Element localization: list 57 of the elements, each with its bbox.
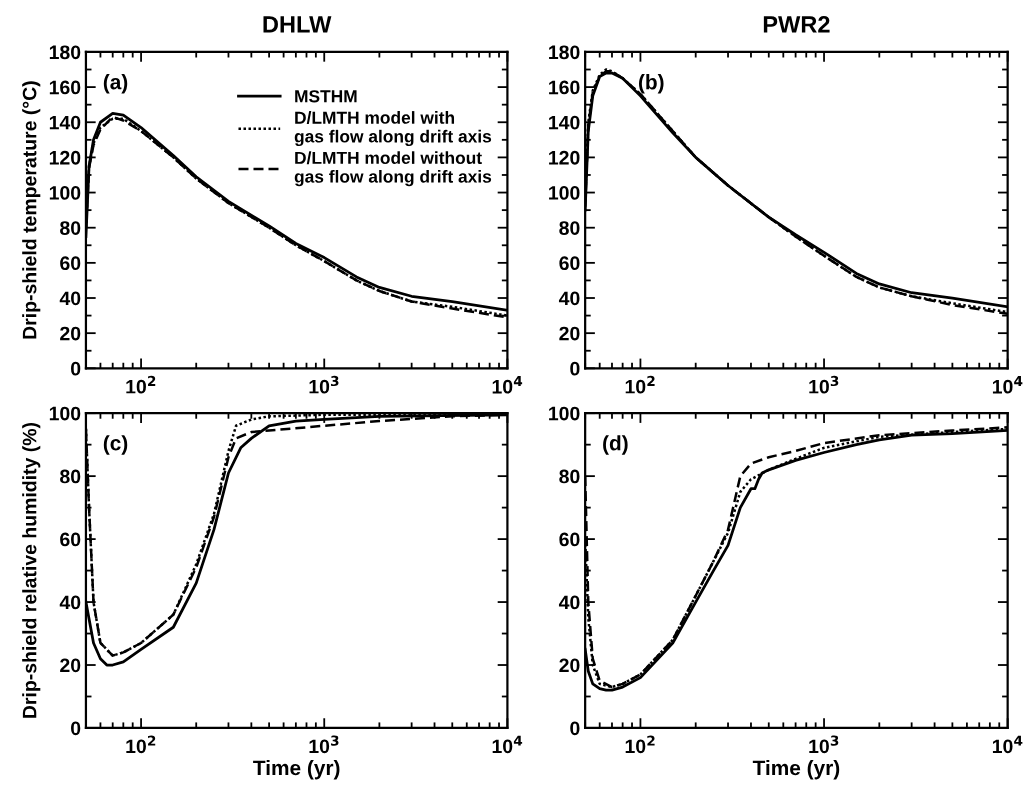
annotation: (a) [103,74,128,94]
legend-label: MSTHM [295,90,357,103]
y-tick-label: 40 [558,595,580,610]
legend-label: D/LMTH model with gas flow along drift axis [294,111,492,147]
y-tick-label: 120 [549,150,580,165]
y-tick-label: 140 [549,115,580,130]
y-axis-title: Drip-shield relative humidity (%) [22,422,41,718]
y-tick-label: 100 [549,406,580,421]
y-tick-label: 80 [60,221,81,235]
y-tick-label: 80 [559,221,580,235]
y-tick-label: 20 [60,326,81,341]
y-tick-label: 160 [49,80,81,95]
y-tick-label: 160 [549,80,580,95]
annotation: (b) [639,74,664,94]
y-axis-title: Drip-shield temperature (°C) [22,81,41,339]
x-tick-label: 10$^{4}$ [492,735,523,754]
y-tick-label: 60 [60,532,81,547]
chart-title: DHLW [263,16,332,33]
y-tick-label: 40 [59,291,81,306]
y-tick-label: 60 [559,256,580,271]
x-tick-label: 10$^{2}$ [625,735,655,754]
x-tick-label: 10$^{2}$ [625,375,655,394]
y-tick-label: 60 [60,256,81,271]
y-tick-label: 20 [559,658,580,673]
x-axis-title: Time (yr) [752,759,840,780]
y-tick-label: 100 [49,186,81,200]
annotation: (c) [103,435,128,455]
legend-label: D/LMTH model without gas flow along drift axis [294,151,492,187]
y-tick-label: 80 [559,469,580,484]
x-tick-label: 10$^{2}$ [126,735,156,754]
y-tick-label: 40 [558,291,580,306]
y-tick-label: 120 [49,150,81,165]
annotation: (d) [603,435,628,455]
y-tick-label: 0 [71,361,81,376]
y-tick-label: 180 [49,45,81,60]
x-tick-label: 10$^{2}$ [126,375,156,394]
x-tick-label: 10$^{3}$ [309,375,339,394]
y-tick-label: 0 [71,721,81,736]
y-tick-label: 20 [60,658,81,673]
y-tick-label: 20 [559,326,580,341]
x-tick-label: 10$^{4}$ [992,376,1023,394]
y-tick-label: 180 [549,45,580,60]
x-tick-label: 10$^{3}$ [809,735,839,754]
y-tick-label: 0 [570,361,580,376]
y-tick-label: 0 [570,721,580,736]
y-tick-label: 60 [559,532,580,547]
chart-title: PWR2 [763,16,830,33]
x-tick-label: 10$^{4}$ [492,376,523,394]
y-tick-label: 100 [549,186,580,200]
x-tick-label: 10$^{3}$ [809,375,839,394]
y-tick-label: 140 [49,115,81,130]
y-tick-label: 100 [49,406,81,421]
x-tick-label: 10$^{4}$ [992,735,1023,754]
x-axis-title: Time (yr) [253,759,340,780]
x-tick-label: 10$^{3}$ [309,735,339,754]
y-tick-label: 40 [59,595,81,610]
y-tick-label: 80 [60,469,81,484]
